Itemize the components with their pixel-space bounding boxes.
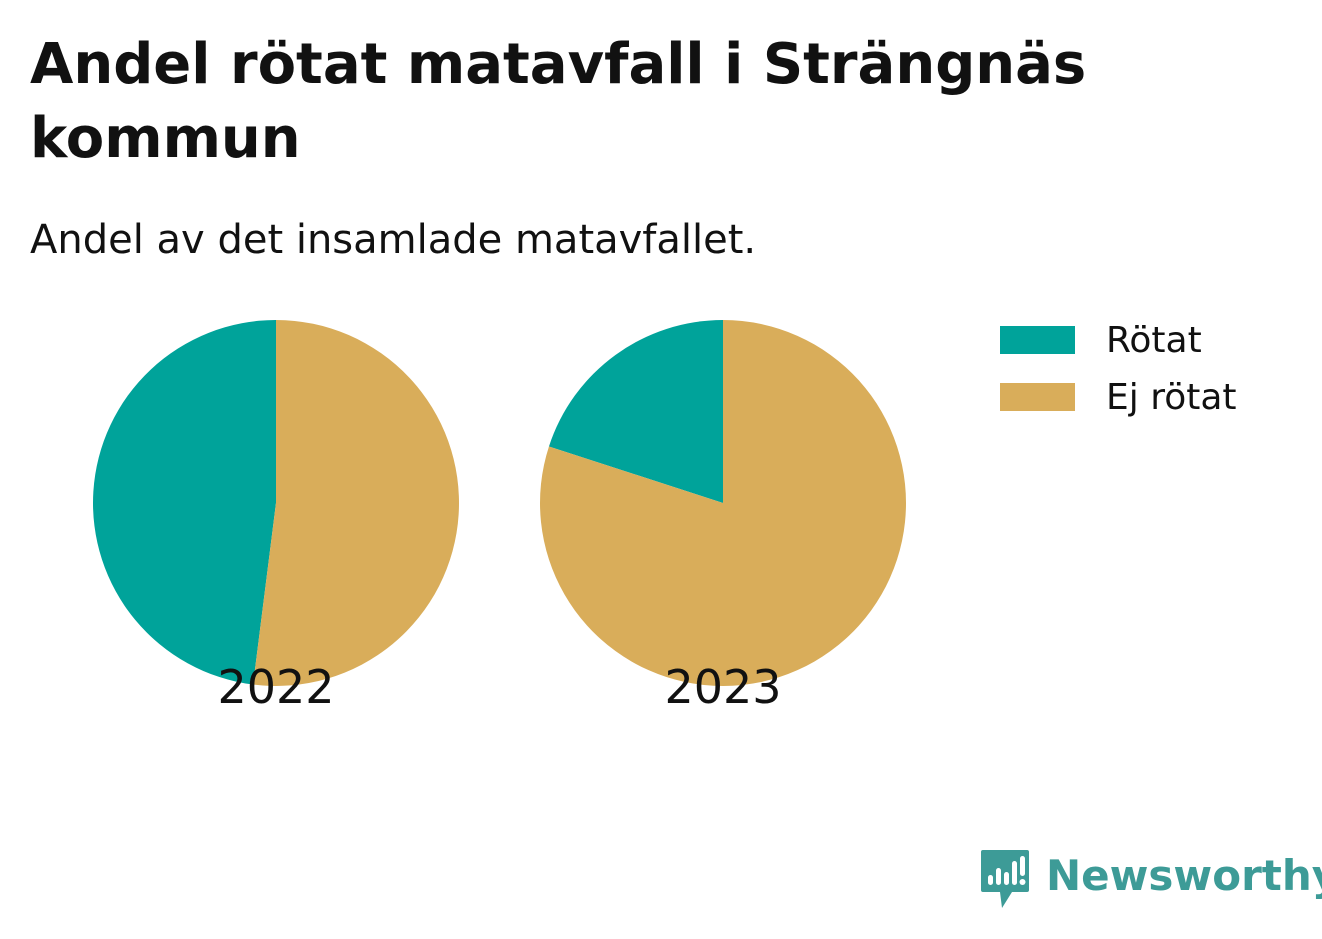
pie-slice-2022-ej-rotat <box>253 320 459 686</box>
pie-label-2022: 2022 <box>217 660 334 714</box>
legend-label-rotat: Rötat <box>1106 319 1202 361</box>
pie-slice-2022-rotat <box>92 320 277 685</box>
pie-label-2023: 2023 <box>664 660 781 714</box>
brand-name: Newsworthy <box>1046 850 1322 900</box>
newsworthy-logo-icon <box>981 850 1029 908</box>
legend-swatch-ej-rotat <box>1000 383 1075 411</box>
legend-item-ej-rotat: Ej rötat <box>1000 375 1237 419</box>
brand-logo: Newsworthy <box>980 848 1322 910</box>
pie-slice-2023-rotat <box>548 320 723 503</box>
pie-chart-2023: 2023 <box>540 320 906 714</box>
pie-slice-2023-ej-rotat <box>540 320 906 686</box>
legend-swatch-rotat <box>1000 326 1075 354</box>
legend: Rötat Ej rötat <box>1000 318 1237 432</box>
legend-label-ej-rotat: Ej rötat <box>1106 376 1237 418</box>
legend-item-rotat: Rötat <box>1000 318 1237 362</box>
pie-chart-2022: 2022 <box>92 320 459 714</box>
pie-charts: 2022 2023 <box>92 320 906 714</box>
chart-title: Andel rötat matavfall i Strängnäs kommun <box>30 32 1087 171</box>
chart-subtitle: Andel av det insamlade matavfallet. <box>30 217 757 263</box>
